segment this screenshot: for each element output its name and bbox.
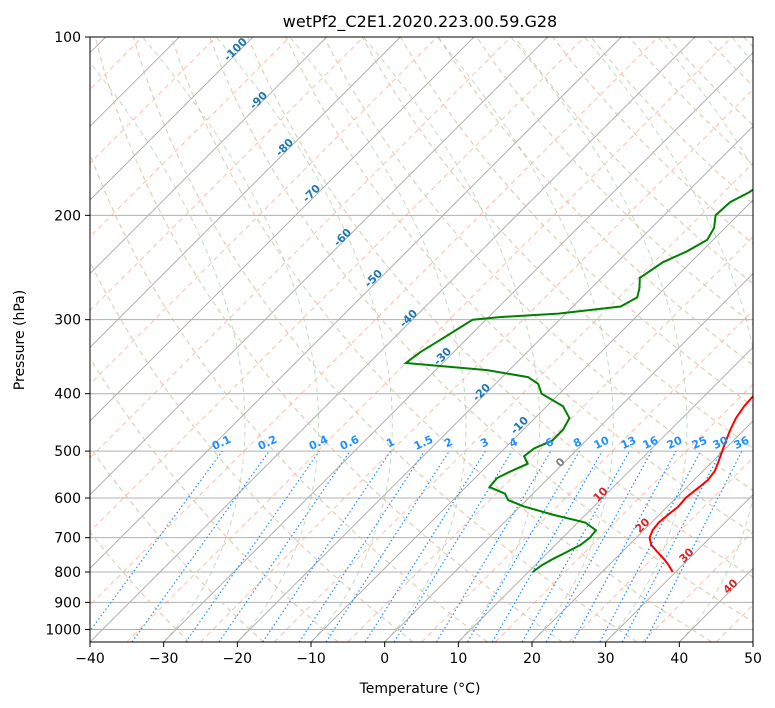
saturated-adiabat-line (363, 37, 541, 642)
mixing-ratio-label: 10 (592, 434, 612, 452)
mixing-ratio-line (491, 450, 603, 642)
mixing-ratio-line (545, 450, 653, 642)
moist-adiabat-line (200, 88, 753, 642)
y-axis: 100 200 300 400 500 600 700 800 900 1000 (45, 30, 90, 638)
mixing-ratio-label: 25 (690, 434, 709, 452)
mixing-ratio-label: 20 (665, 434, 685, 452)
x-tick-label: 50 (744, 651, 762, 667)
moist-adiabat-line (90, 37, 512, 459)
dry-adiabat-line (247, 37, 753, 578)
mixing-ratio-line (435, 450, 552, 642)
isotherm-gridline (90, 37, 401, 349)
mixing-ratio-label: 16 (641, 434, 661, 452)
dry-adiabat-line (90, 151, 488, 642)
isotherm-gridline (90, 37, 549, 496)
mixing-ratio-line (325, 450, 450, 642)
x-tick-label: −20 (223, 651, 253, 667)
mixing-ratio-label: 36 (732, 434, 752, 452)
y-tick-label: 400 (54, 387, 81, 403)
y-tick-label: 700 (54, 531, 81, 547)
saturated-adiabat-line (215, 37, 393, 642)
isotherm-gridline (90, 37, 622, 570)
saturated-adiabat-line (289, 37, 467, 642)
dry-adiabat-line (90, 445, 264, 642)
dry-adiabat-line (90, 531, 190, 642)
isotherm-gridline (236, 125, 753, 642)
y-tick-label: 200 (54, 208, 81, 224)
x-tick-label: 0 (380, 651, 389, 667)
mixing-ratio-line (572, 450, 677, 642)
saturated-adiabat-line (510, 37, 688, 642)
x-tick-label: 30 (597, 651, 615, 667)
dry-adiabat-line (361, 37, 753, 449)
dry-adiabat-line (90, 260, 414, 642)
x-axis-label: Temperature (°C) (359, 681, 481, 697)
mixing-ratio-label: 13 (619, 434, 638, 452)
x-tick-label: 10 (449, 651, 467, 667)
x-tick-label: −40 (75, 651, 105, 667)
dry-adiabat-line (209, 37, 753, 623)
x-tick-label: −30 (149, 651, 179, 667)
moist-adiabat-line (90, 37, 291, 238)
moist-adiabat-line (347, 236, 753, 642)
moist-adiabat-line (90, 37, 438, 385)
isotherm-gridline (90, 37, 696, 642)
chart-title: wetPf2_C2E1.2020.223.00.59.G28 (283, 12, 557, 32)
y-tick-label: 300 (54, 313, 81, 329)
moist-adiabat-line (90, 37, 217, 164)
dry-adiabat-line (514, 37, 753, 285)
x-tick-label: −10 (296, 651, 326, 667)
dewpoint-line (403, 188, 753, 573)
isotherm-gridline (90, 37, 254, 201)
x-tick-label: 40 (670, 651, 688, 667)
isotherm-gridline (90, 37, 475, 422)
mixing-ratio-label: 30 (711, 434, 731, 452)
moist-adiabat-line (421, 309, 753, 642)
plot-frame (89, 36, 754, 643)
y-tick-label: 1000 (45, 622, 81, 638)
moist-adiabat-line (90, 37, 659, 606)
y-axis-label: Pressure (hPa) (12, 290, 28, 390)
moist-adiabat-line (273, 162, 753, 642)
isotherm-gridline (531, 420, 753, 642)
dry-adiabat-line (90, 356, 339, 642)
y-tick-label: 600 (54, 491, 81, 507)
isotherm-gridline (605, 493, 753, 642)
moist-adiabat-line (90, 37, 364, 312)
isotherm-gridline (163, 51, 753, 642)
mixing-ratio-line (393, 450, 513, 642)
y-tick-label: 900 (54, 595, 81, 611)
moist-adiabat-line (90, 37, 585, 533)
dry-adiabat-line (94, 37, 563, 642)
moist-adiabat-line (126, 37, 733, 642)
dry-adiabat-line (399, 37, 753, 407)
mixing-ratio-line (185, 450, 320, 642)
dry-adiabat-line (132, 37, 638, 642)
temperature-line (648, 394, 753, 573)
isotherm-gridline (384, 272, 753, 642)
mixing-ratio-line (466, 450, 580, 642)
isotherm-gridline (90, 37, 328, 275)
y-tick-label: 800 (54, 565, 81, 581)
y-tick-label: 100 (54, 30, 81, 46)
saturated-adiabat-line (142, 37, 320, 642)
mixing-ratio-line (218, 450, 351, 642)
mixing-ratio-line (364, 450, 486, 642)
x-tick-label: 20 (523, 651, 541, 667)
saturated-adiabat-line (90, 61, 246, 642)
mixing-ratio-line (521, 450, 631, 642)
dry-adiabat-line (170, 37, 713, 642)
plot-area (90, 37, 753, 642)
isotherm-gridline (457, 346, 753, 642)
x-axis: −40 −30 −20 −10 0 10 20 30 40 50 (75, 642, 762, 667)
y-tick-label: 500 (54, 444, 81, 460)
saturated-adiabat-line (436, 37, 614, 642)
